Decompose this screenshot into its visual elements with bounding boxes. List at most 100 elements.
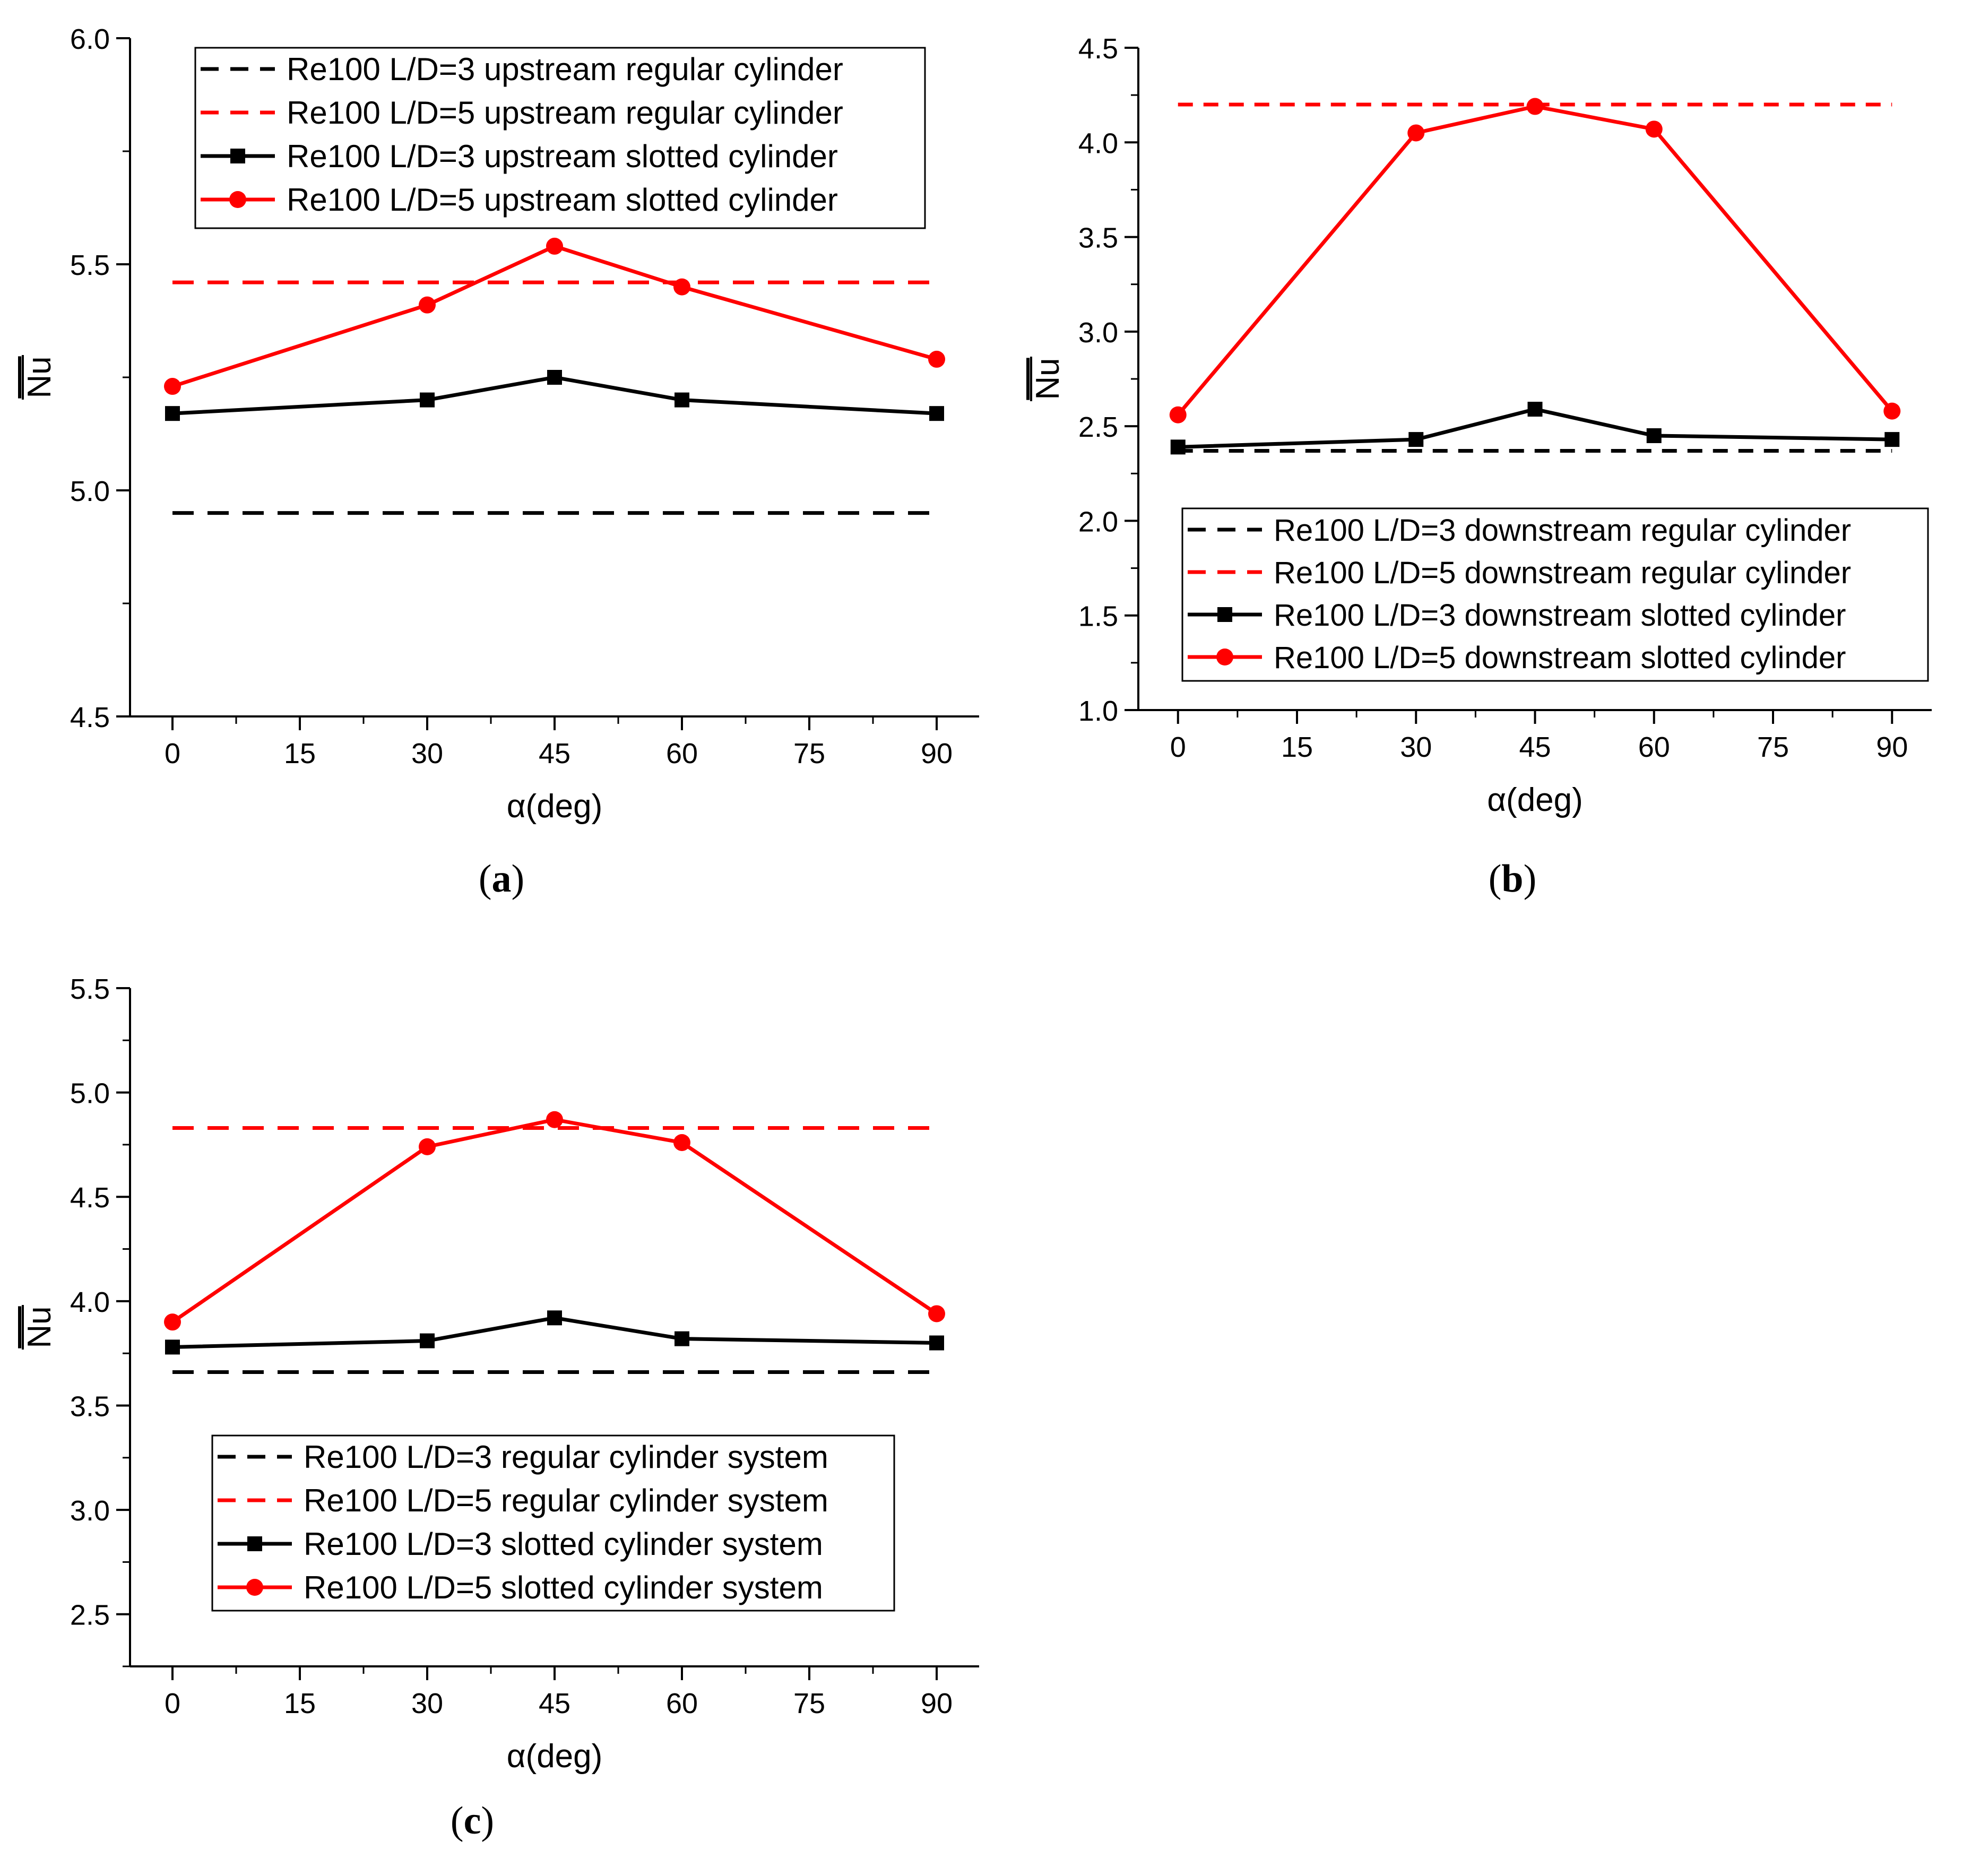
y-tick-label: 4.0 bbox=[1078, 127, 1118, 159]
data-point bbox=[546, 237, 563, 255]
data-point bbox=[420, 392, 435, 408]
x-tick-label: 15 bbox=[284, 738, 316, 770]
data-point bbox=[1527, 402, 1543, 417]
y-tick-label: 5.0 bbox=[70, 476, 110, 507]
x-tick-label: 75 bbox=[1757, 731, 1789, 763]
legend-marker bbox=[246, 1579, 263, 1596]
y-tick-label: 4.5 bbox=[70, 702, 110, 733]
chart-panel-b: 1.0 1.5 2.0 2.5 3.0 3.5 4.0 4.5 0 15 30 45 60 75 90 α(d… bbox=[1030, 33, 1932, 901]
caption-paren: ( bbox=[451, 1799, 464, 1843]
data-point bbox=[673, 1134, 690, 1151]
data-point bbox=[1169, 406, 1187, 423]
data-point bbox=[1645, 120, 1663, 138]
y-axis-label: Nu bbox=[21, 1306, 58, 1348]
data-point bbox=[164, 1313, 181, 1331]
x-tick-label: 60 bbox=[666, 1688, 698, 1719]
data-point bbox=[929, 406, 944, 421]
y-tick-label: 5.0 bbox=[70, 1078, 110, 1110]
data-point bbox=[547, 370, 562, 385]
legend-entry-0: Re100 L/D=3 downstream regular cylinder bbox=[1274, 513, 1851, 548]
y-tick-label: 3.5 bbox=[70, 1390, 110, 1422]
series-line-3 bbox=[171, 244, 937, 388]
caption-letter: c bbox=[464, 1799, 481, 1843]
x-axis-label: α(deg) bbox=[507, 788, 603, 825]
y-tick-label: 3.0 bbox=[1078, 317, 1118, 349]
data-point bbox=[928, 1305, 945, 1322]
x-tick-label: 75 bbox=[793, 1688, 825, 1719]
legend-entry-2: Re100 L/D=3 upstream slotted cylinder bbox=[287, 139, 838, 174]
x-tick-label: 30 bbox=[411, 1688, 443, 1719]
caption-paren: ) bbox=[512, 857, 525, 901]
legend-entry-0: Re100 L/D=3 upstream regular cylinder bbox=[287, 51, 843, 87]
y-tick-label: 1.5 bbox=[1078, 601, 1118, 633]
y-axis-label: Nu bbox=[21, 356, 58, 398]
data-point bbox=[1170, 439, 1186, 455]
y-tick-label: 5.5 bbox=[70, 249, 110, 281]
data-point bbox=[1884, 432, 1900, 447]
data-point bbox=[928, 350, 945, 368]
data-point bbox=[165, 406, 180, 421]
legend-entry-3: Re100 L/D=5 slotted cylinder system bbox=[304, 1570, 823, 1605]
data-point bbox=[420, 1333, 435, 1348]
y-tick-label: 4.0 bbox=[70, 1286, 110, 1318]
x-axis-label: α(deg) bbox=[507, 1738, 603, 1775]
data-point bbox=[1408, 432, 1424, 447]
x-tick-label: 90 bbox=[1876, 731, 1908, 763]
x-tick-label: 45 bbox=[539, 738, 570, 770]
chart-panel-a: 4.5 5.0 5.5 6.0 0 15 30 45 60 75 90 α(deg) Nu Re100 L… bbox=[21, 23, 979, 901]
x-axis-label: α(deg) bbox=[1487, 782, 1583, 818]
caption-paren: ( bbox=[479, 857, 492, 901]
x-tick-label: 90 bbox=[921, 1688, 953, 1719]
data-point bbox=[675, 392, 689, 408]
x-tick-label: 0 bbox=[165, 1688, 180, 1719]
y-tick-label: 2.5 bbox=[70, 1600, 110, 1631]
y-tick-label: 3.5 bbox=[1078, 222, 1118, 254]
x-tick-label: 60 bbox=[1638, 731, 1670, 763]
legend-marker bbox=[1216, 649, 1233, 665]
series-line-3 bbox=[171, 1118, 938, 1324]
y-axis-label: Nu bbox=[1030, 358, 1066, 400]
legend-marker bbox=[1217, 607, 1232, 622]
data-point bbox=[547, 1310, 562, 1326]
data-point bbox=[929, 1335, 944, 1351]
panel-caption: (a) bbox=[479, 857, 524, 901]
x-tick-label: 30 bbox=[411, 738, 443, 770]
data-point bbox=[675, 1331, 689, 1346]
x-tick-label: 45 bbox=[1519, 731, 1551, 763]
x-tick-label: 15 bbox=[1281, 731, 1313, 763]
legend-entry-1: Re100 L/D=5 downstream regular cylinder bbox=[1274, 556, 1851, 590]
x-tick-label: 90 bbox=[921, 738, 953, 770]
caption-letter: b bbox=[1501, 857, 1523, 901]
y-tick-label: 2.0 bbox=[1078, 506, 1118, 538]
data-point bbox=[419, 296, 436, 314]
y-tick-label: 2.5 bbox=[1078, 411, 1118, 443]
x-tick-label: 15 bbox=[284, 1688, 316, 1719]
y-tick-label: 5.5 bbox=[70, 973, 110, 1005]
legend-entry-2: Re100 L/D=3 downstream slotted cylinder bbox=[1274, 598, 1846, 633]
y-tick-label: 6.0 bbox=[70, 23, 110, 55]
legend-marker bbox=[229, 191, 246, 208]
panel-caption: (c) bbox=[451, 1799, 494, 1843]
x-tick-label: 30 bbox=[1400, 731, 1432, 763]
x-tick-label: 0 bbox=[165, 738, 180, 770]
y-tick-label: 1.0 bbox=[1078, 695, 1118, 727]
legend-entry-2: Re100 L/D=3 slotted cylinder system bbox=[304, 1526, 823, 1562]
data-point bbox=[165, 1339, 180, 1355]
legend-entry-3: Re100 L/D=5 upstream slotted cylinder bbox=[287, 182, 838, 218]
panel-caption: (b) bbox=[1489, 857, 1536, 901]
data-point bbox=[1646, 428, 1662, 443]
legend-box bbox=[1181, 507, 1929, 682]
data-point bbox=[1526, 98, 1544, 115]
x-tick-label: 45 bbox=[539, 1688, 570, 1719]
legend-entry-3: Re100 L/D=5 downstream slotted cylinder bbox=[1274, 641, 1846, 675]
y-tick-label: 4.5 bbox=[1078, 33, 1118, 65]
data-point bbox=[673, 278, 690, 296]
x-tick-label: 75 bbox=[793, 738, 825, 770]
legend-entry-1: Re100 L/D=5 upstream regular cylinder bbox=[287, 95, 843, 131]
data-point bbox=[164, 378, 181, 395]
data-point bbox=[546, 1111, 563, 1128]
caption-paren: ) bbox=[481, 1799, 494, 1843]
y-tick-label: 4.5 bbox=[70, 1182, 110, 1214]
series-line-3 bbox=[1177, 104, 1893, 417]
